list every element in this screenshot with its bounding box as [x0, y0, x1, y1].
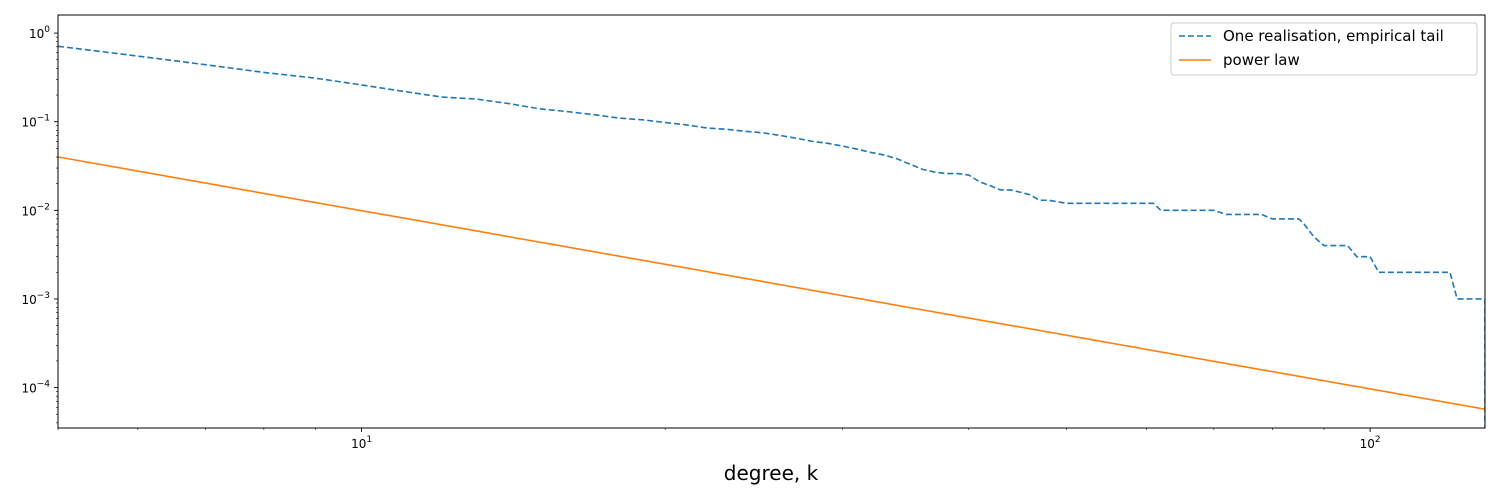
x-axis-title: degree, k — [724, 461, 819, 485]
series-line-empirical-tail — [58, 45, 1485, 428]
y-axis-ticks: 100 10−1 10−2 10−3 10−4 — [21, 25, 58, 424]
series-line-power-law — [58, 156, 1485, 411]
series-layer — [58, 45, 1485, 428]
plot-background — [58, 15, 1485, 428]
legend: One realisation, empirical tail power law — [1170, 22, 1478, 76]
y-tick-label: 100 — [29, 25, 50, 41]
legend-label: One realisation, empirical tail — [1223, 27, 1444, 45]
plot-frame — [57, 14, 1486, 429]
x-axis-ticks: 101 102 — [57, 428, 1381, 451]
y-tick-label: 10−1 — [21, 114, 50, 130]
y-tick-label: 10−4 — [21, 380, 50, 396]
legend-box — [1170, 22, 1478, 76]
y-tick-label: 10−2 — [21, 202, 50, 218]
legend-label: power law — [1223, 51, 1300, 69]
x-tick-label: 101 — [351, 435, 372, 451]
x-tick-label: 102 — [1360, 435, 1381, 451]
y-tick-label: 10−3 — [21, 291, 50, 307]
